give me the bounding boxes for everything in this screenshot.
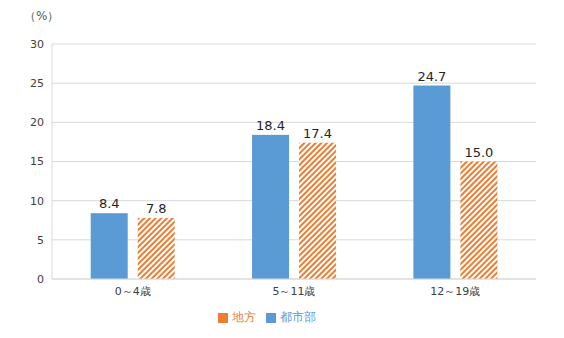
svg-text:25: 25	[30, 77, 44, 90]
svg-text:17.4: 17.4	[303, 126, 332, 141]
svg-text:10: 10	[30, 195, 44, 208]
svg-text:30: 30	[30, 38, 44, 51]
svg-text:15.0: 15.0	[464, 145, 493, 160]
svg-text:20: 20	[30, 116, 44, 129]
svg-text:7.8: 7.8	[146, 201, 167, 216]
svg-text:8.4: 8.4	[99, 196, 120, 211]
svg-text:12～19歳: 12～19歳	[430, 285, 480, 298]
html-text:地方: 地方	[232, 310, 256, 324]
html-text:都市部: 都市部	[280, 310, 316, 324]
svg-text:5: 5	[37, 234, 44, 247]
svg-text:18.4: 18.4	[256, 118, 285, 133]
svg-text:15: 15	[30, 155, 44, 168]
svg-text:0: 0	[37, 273, 44, 286]
svg-text:0～4歳: 0～4歳	[115, 285, 151, 298]
svg-text:24.7: 24.7	[417, 69, 446, 84]
svg-text:5～11歳: 5～11歳	[273, 285, 316, 298]
